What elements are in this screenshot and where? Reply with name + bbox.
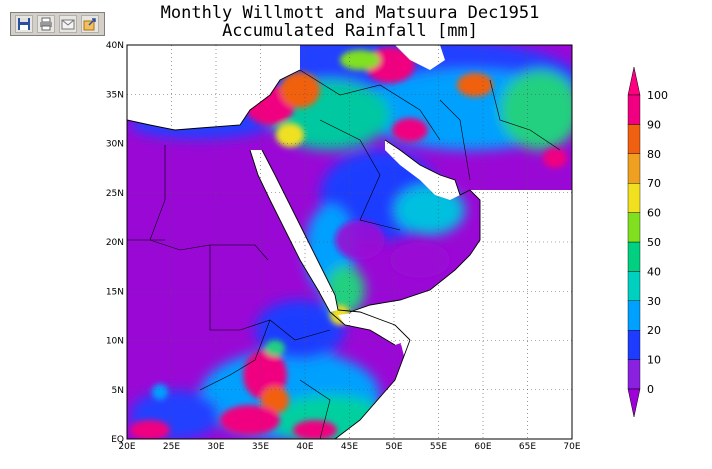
- floppy-disk-icon: [18, 18, 30, 30]
- printer-icon: [40, 17, 52, 31]
- latitude-label: 15N: [106, 287, 124, 297]
- colorbar-segment: [627, 271, 641, 301]
- print-button[interactable]: [37, 15, 55, 33]
- export-icon: [83, 18, 96, 31]
- colorbar-segment: [627, 212, 641, 243]
- latitude-label: 40N: [106, 41, 124, 51]
- longitude-label: 50E: [385, 442, 402, 452]
- latitude-label: 30N: [106, 140, 124, 150]
- colorbar-max-arrow: [627, 66, 641, 96]
- longitude-label: 20E: [118, 442, 135, 452]
- colorbar: [627, 66, 641, 418]
- colorbar-label: 70: [647, 177, 661, 190]
- longitude-label: 55E: [430, 442, 447, 452]
- colorbar-segment: [627, 153, 641, 184]
- latitude-label: 25N: [106, 189, 124, 199]
- latitude-label: 5N: [112, 386, 124, 396]
- latitude-label: 35N: [106, 90, 124, 100]
- email-button[interactable]: [59, 15, 77, 33]
- colorbar-segment: [627, 124, 641, 155]
- longitude-label: 30E: [207, 442, 224, 452]
- sea-areas: [127, 45, 572, 439]
- envelope-icon: [61, 19, 75, 30]
- longitude-labels: 20E 25E 30E 35E 40E 45E 50E 55E 60E 65E 70E: [118, 442, 580, 452]
- longitude-label: 35E: [252, 442, 269, 452]
- map-gridlines: [127, 45, 572, 439]
- longitude-label: 60E: [474, 442, 491, 452]
- colorbar-segment: [627, 182, 641, 213]
- rainfall-field: [127, 45, 572, 439]
- colorbar-label: 10: [647, 354, 661, 367]
- toolbar: [10, 12, 105, 36]
- colorbar-segment: [627, 359, 641, 390]
- colorbar-label: 90: [647, 118, 661, 131]
- latitude-label: 10N: [106, 337, 124, 347]
- colorbar-label: 80: [647, 148, 661, 161]
- colorbar-label: 100: [647, 89, 668, 102]
- longitude-label: 65E: [519, 442, 536, 452]
- longitude-label: 70E: [563, 442, 580, 452]
- map-subtitle: Accumulated Rainfall [mm]: [222, 21, 478, 41]
- latitude-label: EQ: [111, 435, 124, 445]
- map-frame: [126, 44, 573, 440]
- colorbar-label: 60: [647, 207, 661, 220]
- map-title: Monthly Willmott and Matsuura Dec1951: [160, 3, 540, 23]
- export-button[interactable]: [81, 15, 99, 33]
- longitude-label: 25E: [163, 442, 180, 452]
- colorbar-segment: [627, 330, 641, 360]
- coastlines: [127, 69, 481, 439]
- longitude-label: 45E: [341, 442, 358, 452]
- colorbar-label: 40: [647, 265, 661, 278]
- latitude-labels: EQ 5N 10N 15N 20N 25N 30N 35N 40N: [106, 41, 124, 445]
- colorbar-label: 20: [647, 324, 661, 337]
- colorbar-label: 30: [647, 295, 661, 308]
- colorbar-labels: 0 10 20 30 40 50 60 70 80 90 100: [647, 89, 668, 396]
- colorbar-segment: [627, 241, 641, 272]
- country-borders: [127, 69, 561, 439]
- colorbar-segment: [627, 300, 641, 331]
- longitude-label: 40E: [296, 442, 313, 452]
- colorbar-segment: [627, 94, 641, 125]
- colorbar-min-arrow: [627, 388, 641, 418]
- latitude-label: 20N: [106, 238, 124, 248]
- save-button[interactable]: [15, 15, 33, 33]
- colorbar-label: 0: [647, 383, 654, 396]
- colorbar-label: 50: [647, 236, 661, 249]
